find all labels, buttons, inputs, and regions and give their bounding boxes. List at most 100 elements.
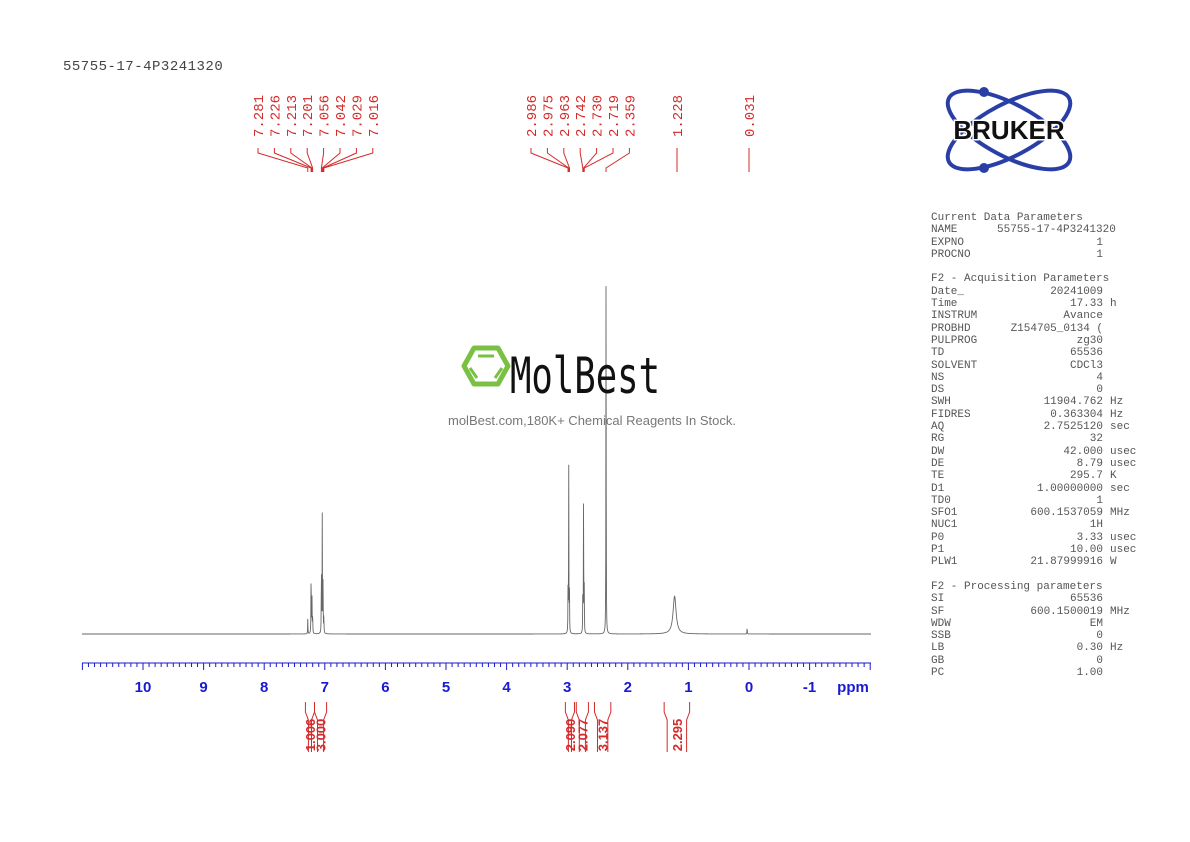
param-row: INSTRUM Avance <box>931 310 1136 322</box>
param-row: SWH 11904.762 Hz <box>931 396 1136 408</box>
param-value: 65536 <box>1069 593 1103 606</box>
param-key: SWH <box>931 396 951 409</box>
integral-bracket <box>575 702 589 752</box>
param-row: RG 32 <box>931 433 1136 445</box>
peak-label: 7.226 <box>268 95 284 137</box>
peak-leader-line <box>546 148 570 172</box>
param-value: 600.1500019 <box>1030 605 1103 618</box>
param-unit: MHz <box>1110 605 1130 618</box>
peak-leader-line <box>583 148 614 172</box>
param-value: 65536 <box>1069 347 1103 360</box>
x-tick-label: 10 <box>135 679 152 696</box>
param-unit <box>1103 630 1110 642</box>
peak-label: 0.031 <box>743 95 759 137</box>
param-unit: Hz <box>1110 408 1124 421</box>
x-tick-label: 6 <box>381 679 389 696</box>
param-row: PROBHD Z154705_0134 ( <box>931 323 1136 335</box>
x-tick-label: 9 <box>199 679 207 696</box>
param-key: PROCNO <box>931 248 971 261</box>
param-value: 1 <box>1096 494 1103 507</box>
param-value: 0 <box>1096 384 1103 397</box>
integral-bracket <box>313 702 328 752</box>
integral-bracket <box>564 702 575 752</box>
param-key: DE <box>931 457 945 470</box>
param-key: TE <box>931 470 945 483</box>
param-unit <box>1103 360 1110 372</box>
param-key: PC <box>931 666 945 679</box>
param-key: Time <box>931 298 958 311</box>
param-value: 42.000 <box>1063 445 1103 458</box>
x-tick-label: 2 <box>624 679 632 696</box>
peak-label: 2.730 <box>591 95 607 137</box>
param-row: DE 8.79 usec <box>931 458 1136 470</box>
param-unit <box>1103 249 1110 261</box>
x-tick-label: 7 <box>321 679 329 696</box>
param-key: SSB <box>931 630 951 643</box>
param-unit <box>1103 593 1110 605</box>
peak-leader-line <box>320 148 325 172</box>
peak-label: 7.029 <box>350 95 366 137</box>
integral-bracket <box>593 702 612 752</box>
param-row: LB 0.30 Hz <box>931 642 1136 654</box>
param-row: DS 0 <box>931 384 1136 396</box>
param-unit <box>1103 286 1110 298</box>
param-unit <box>1103 384 1110 396</box>
integral-value: 2.090 <box>563 719 578 752</box>
peak-leader-line <box>563 148 570 172</box>
param-unit: usec <box>1110 457 1137 470</box>
param-section-header: F2 - Acquisition Parameters <box>931 273 1110 286</box>
peak-label: 2.719 <box>607 95 623 137</box>
param-row: P1 10.00 usec <box>931 544 1136 556</box>
param-value: Z154705_0134 ( <box>1010 322 1103 335</box>
x-axis-label: ppm <box>837 679 869 696</box>
param-row: SFO1 600.1537059 MHz <box>931 507 1136 519</box>
param-unit: K <box>1110 470 1117 483</box>
param-unit: Hz <box>1110 642 1124 655</box>
param-unit: h <box>1110 298 1117 311</box>
peak-leader-line <box>605 148 630 172</box>
param-value: 32 <box>1089 433 1103 446</box>
param-unit <box>1103 335 1110 347</box>
param-row: WDW EM <box>931 618 1136 630</box>
param-key: FIDRES <box>931 408 971 421</box>
param-unit <box>1103 237 1110 249</box>
param-value: 3.33 <box>1076 531 1103 544</box>
param-value: 8.79 <box>1076 457 1103 470</box>
peak-leader-line <box>530 148 569 172</box>
param-value: 1H <box>1089 519 1103 532</box>
molbest-wordmark: MolBest <box>510 347 660 405</box>
peak-leader-line <box>323 148 374 172</box>
param-row: SOLVENT CDCl3 <box>931 360 1136 372</box>
integral-value: 3.000 <box>314 719 329 752</box>
integral-value: 2.295 <box>670 719 685 752</box>
param-row: AQ 2.7525120 sec <box>931 421 1136 433</box>
param-row: SF 600.1500019 MHz <box>931 606 1136 618</box>
x-tick-label: 4 <box>502 679 511 696</box>
x-tick-label: 1 <box>684 679 692 696</box>
param-row: PULPROG zg30 <box>931 335 1136 347</box>
param-value: 600.1537059 <box>1030 507 1103 520</box>
param-value: 17.33 <box>1069 298 1103 311</box>
param-value: 0.30 <box>1076 642 1103 655</box>
param-unit: sec <box>1110 482 1130 495</box>
param-key: GB <box>931 654 945 667</box>
integral-value: 3.137 <box>596 719 611 752</box>
param-row: Time 17.33 h <box>931 298 1136 310</box>
param-value: 21.87999916 <box>1030 556 1103 569</box>
param-key: AQ <box>931 421 945 434</box>
param-row: D1 1.00000000 sec <box>931 483 1136 495</box>
param-row: EXPNO 1 <box>931 237 1136 249</box>
peak-leader-line <box>583 148 598 172</box>
peak-leader-line <box>257 148 309 172</box>
param-unit <box>1103 224 1110 236</box>
param-key: PULPROG <box>931 334 978 347</box>
param-key: WDW <box>931 617 951 630</box>
param-row: TE 295.7 K <box>931 470 1136 482</box>
peak-leader-line <box>322 148 357 172</box>
param-row: TD 65536 <box>931 347 1136 359</box>
param-unit <box>1103 323 1110 335</box>
spectrum-trace <box>82 286 871 635</box>
peak-label: 7.056 <box>318 95 334 137</box>
x-tick-label: 8 <box>260 679 268 696</box>
